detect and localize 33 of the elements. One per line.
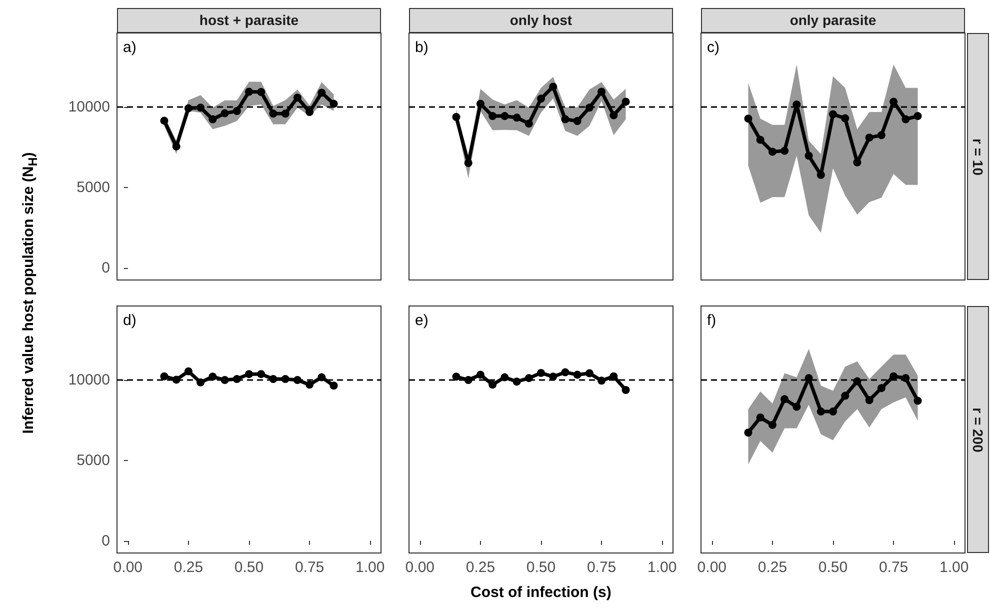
x-tick-label: 0.00 [113, 559, 142, 576]
x-tick-label: 1.00 [648, 559, 677, 576]
y-tick-label: 10000 [68, 372, 110, 389]
y-tick-label: 5000 [76, 178, 110, 196]
x-tick-label: 0.25 [174, 559, 204, 576]
annotation: a) [123, 39, 136, 56]
x-tick-label: 0.75 [878, 559, 908, 576]
x-tick-label: 0.50 [526, 559, 556, 576]
x-axis-title: Cost of infection (s) [470, 584, 612, 601]
chart-title: host + parasite [117, 8, 381, 33]
chart-title: only host [409, 8, 673, 33]
y-tick-label: 5000 [76, 452, 110, 469]
y-tick-label: 0 [102, 532, 110, 550]
x-tick-label: 0.50 [234, 559, 264, 576]
annotation: f) [707, 312, 716, 329]
x-tick-label: 1.00 [356, 559, 385, 576]
x-tick-label: 0.25 [758, 559, 788, 576]
x-tick-label: 0.25 [466, 559, 496, 576]
x-tick-label: 0.00 [697, 559, 726, 576]
annotation: c) [707, 39, 720, 56]
x-tick-label: 0.75 [294, 559, 324, 576]
annotation: b) [415, 39, 428, 56]
text: r = 200 [970, 407, 986, 452]
x-tick-label: 0.00 [405, 559, 434, 576]
y-tick-label: 10000 [68, 98, 110, 116]
x-tick-label: 0.50 [818, 559, 848, 576]
text: r = 10 [970, 138, 986, 175]
annotation: e) [415, 312, 428, 329]
annotation: d) [123, 312, 136, 329]
chart-title: only parasite [701, 8, 965, 33]
y-tick-label: 0 [102, 259, 110, 276]
x-tick-label: 0.75 [586, 559, 616, 576]
x-tick-label: 1.00 [940, 559, 969, 576]
